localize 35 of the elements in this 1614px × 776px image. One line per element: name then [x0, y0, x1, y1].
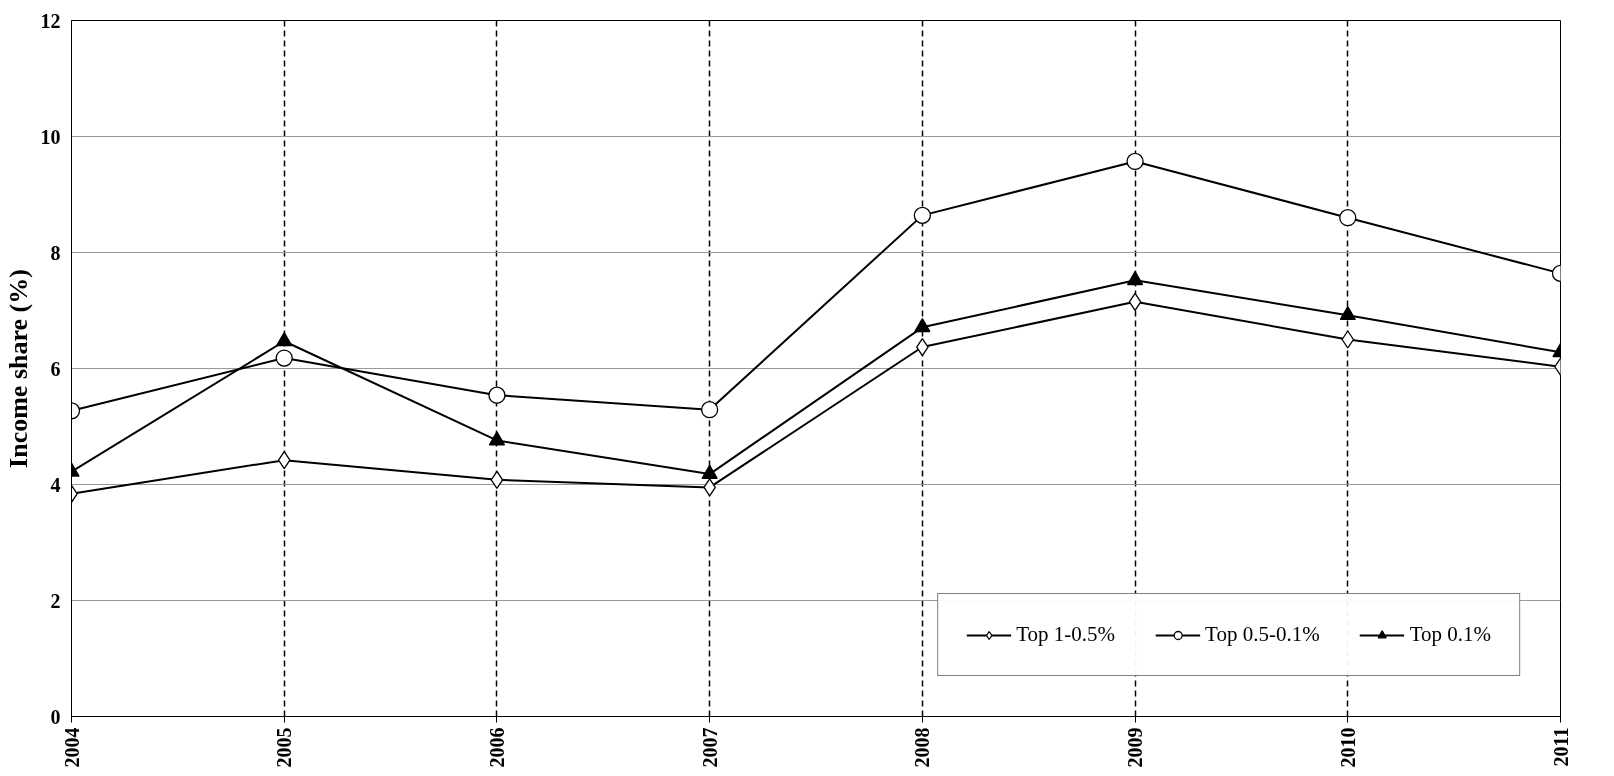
point — [1339, 209, 1357, 227]
point — [277, 450, 291, 470]
legend-label: Top 1-0.5% — [1016, 622, 1116, 647]
point — [488, 386, 506, 404]
x-tick-label: 2010 — [1336, 727, 1359, 768]
point — [913, 206, 932, 225]
legend-label: Top 0.5-0.1% — [1205, 622, 1320, 647]
y-tick-label: 12 — [40, 9, 61, 32]
point — [1128, 292, 1142, 311]
x-tick-label: 2008 — [911, 727, 934, 768]
point — [700, 401, 719, 419]
point — [1339, 305, 1356, 321]
y-tick-label: 8 — [50, 241, 61, 264]
y-tick-label: 2 — [50, 589, 61, 612]
x-tick-label: 2009 — [1124, 727, 1147, 768]
y-tick-label: 10 — [40, 125, 61, 148]
y-tick-label: 0 — [50, 705, 61, 728]
x-tick-label: 2005 — [273, 727, 296, 768]
legend-label: Top 0.1% — [1409, 622, 1491, 647]
point — [488, 431, 506, 446]
x-tick-label: 2011 — [1549, 727, 1572, 767]
y-tick-label: 4 — [50, 473, 61, 496]
point — [276, 331, 293, 347]
point — [490, 470, 504, 490]
point — [701, 464, 718, 480]
point — [1126, 271, 1144, 286]
point — [1126, 152, 1144, 171]
y-tick-label: 6 — [50, 357, 61, 380]
x-tick-label: 2007 — [698, 727, 721, 768]
point — [914, 318, 931, 333]
x-tick-label: 2004 — [60, 727, 83, 768]
point — [275, 349, 293, 367]
y-axis-title: Income share (%) — [3, 269, 33, 468]
x-tick-label: 2006 — [485, 727, 508, 768]
point — [1341, 330, 1355, 349]
